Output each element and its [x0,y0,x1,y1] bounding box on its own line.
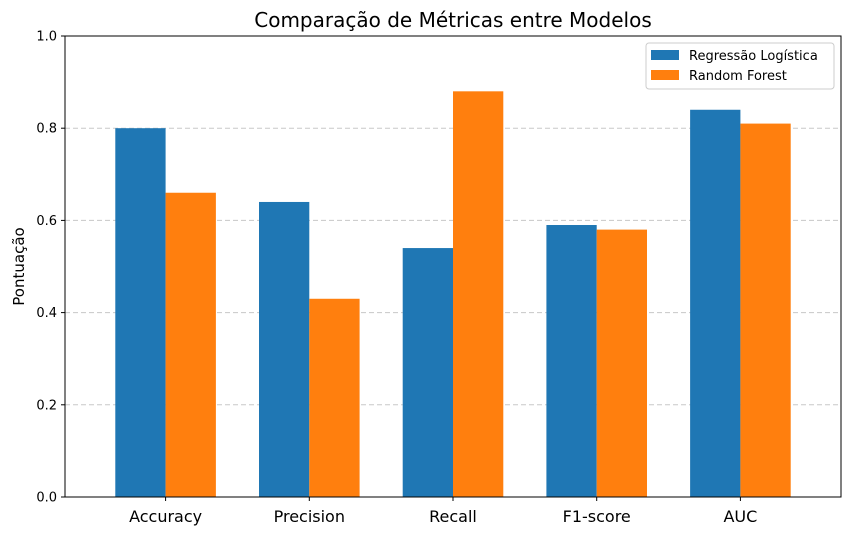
legend-swatch [651,70,679,80]
legend-swatch [651,50,679,60]
chart-title: Comparação de Métricas entre Modelos [254,8,652,32]
y-tick-label: 1.0 [36,30,57,45]
bar-random-forest [453,91,504,497]
legend-label: Regressão Logística [689,49,818,64]
bar-random-forest [740,123,791,497]
bars [115,91,791,498]
x-tick-label: Recall [429,507,477,526]
y-axis-label: Pontuação [10,227,28,305]
bar-regressao-logistica [546,225,597,497]
bar-regressao-logistica [259,201,310,497]
bar-regressao-logistica [690,109,741,497]
x-tick-label: F1-score [563,507,631,526]
x-axis-ticks: Accuracy Precision Recall F1-score AUC [129,497,757,526]
legend-box [645,42,835,90]
y-tick-label: 0.6 [36,214,57,229]
y-axis-ticks: 0.0 0.2 0.4 0.6 0.8 1.0 [36,30,65,506]
legend: Regressão Logística Random Forest [645,42,835,90]
y-tick-label: 0.8 [36,122,57,137]
y-tick-label: 0.4 [36,306,57,321]
bar-random-forest [165,192,216,498]
bar-regressao-logistica [115,128,166,497]
x-tick-label: Precision [274,507,345,526]
bar-random-forest [596,229,647,497]
y-tick-label: 0.0 [36,491,57,506]
x-tick-label: Accuracy [129,507,202,526]
bar-random-forest [309,298,360,497]
bar-regressao-logistica [402,248,453,497]
x-tick-label: AUC [723,507,757,526]
legend-label: Random Forest [689,69,787,84]
y-tick-label: 0.2 [36,398,57,413]
